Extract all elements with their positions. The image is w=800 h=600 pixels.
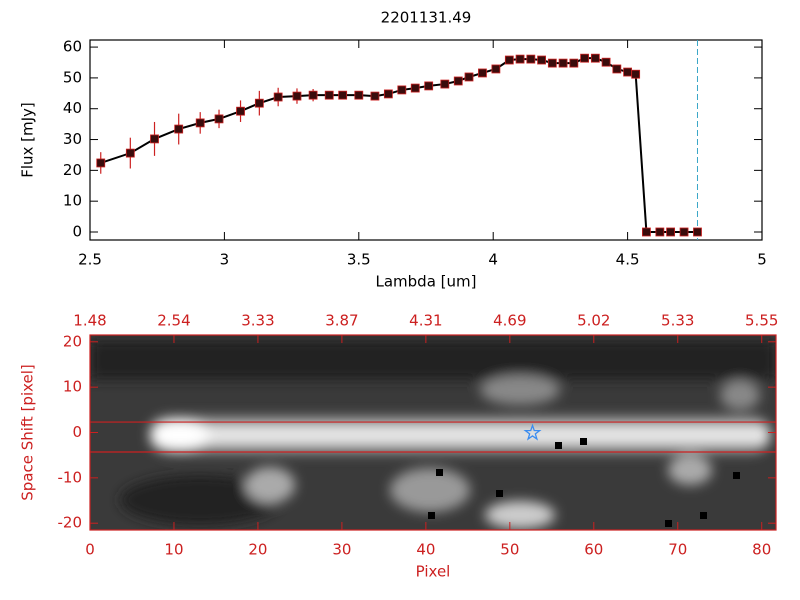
- x-axis-label: Pixel: [416, 563, 451, 581]
- data-point: [397, 85, 407, 95]
- data-point: [292, 91, 302, 101]
- data-point: [150, 134, 159, 144]
- x-tick-label: 3: [220, 251, 230, 269]
- x-tick-label: 0: [85, 541, 95, 559]
- y-tick-label: 40: [63, 99, 82, 117]
- x-tick-label: 5: [757, 251, 767, 269]
- data-point: [410, 83, 420, 93]
- y-tick-label: 10: [63, 378, 82, 396]
- data-point: [601, 57, 611, 67]
- x2-tick-label: 3.33: [241, 312, 274, 330]
- x2-tick-label: 4.69: [493, 312, 526, 330]
- y-axis-label: Space Shift [pixel]: [19, 364, 37, 501]
- y-axis-label: Flux [mJy]: [19, 102, 37, 178]
- data-point: [174, 124, 184, 134]
- data-point: [370, 91, 380, 101]
- x-tick-label: 3.5: [347, 251, 371, 269]
- data-point: [453, 76, 463, 86]
- x-tick-label: 4: [488, 251, 498, 269]
- y-tick-label: 50: [63, 68, 82, 86]
- data-point: [580, 53, 589, 63]
- x2-tick-label: 5.33: [661, 312, 694, 330]
- data-point: [125, 148, 135, 158]
- data-point: [693, 227, 702, 237]
- x-tick-label: 4.5: [616, 251, 640, 269]
- x2-tick-label: 4.31: [409, 312, 442, 330]
- x-tick-label: 20: [248, 541, 267, 559]
- data-point: [383, 89, 393, 99]
- source-star: [523, 423, 542, 441]
- data-point: [236, 106, 245, 116]
- data-point: [214, 114, 224, 124]
- data-point: [504, 55, 514, 65]
- data-point: [612, 64, 622, 74]
- x-tick-label: 50: [500, 541, 519, 559]
- x2-tick-label: 5.02: [577, 312, 610, 330]
- y-tick-label: -10: [58, 468, 83, 486]
- data-point: [655, 227, 665, 237]
- x2-tick-label: 3.87: [325, 312, 358, 330]
- y-tick-label: 20: [63, 332, 82, 350]
- data-point: [491, 64, 501, 74]
- data-point: [464, 72, 474, 82]
- data-point: [195, 118, 205, 128]
- x-tick-label: 2.5: [78, 251, 102, 269]
- data-point: [623, 67, 632, 77]
- data-point: [424, 81, 434, 91]
- data-point: [569, 58, 579, 68]
- spectral-image: [90, 335, 776, 530]
- y-tick-label: 10: [63, 192, 82, 210]
- data-point: [642, 227, 651, 237]
- data-point: [354, 90, 364, 100]
- data-point: [324, 90, 334, 100]
- data-point: [338, 90, 348, 100]
- data-point: [273, 92, 283, 102]
- data-point: [558, 58, 568, 68]
- series-line: [100, 57, 698, 233]
- x2-tick-label: 1.48: [73, 312, 106, 330]
- data-point: [308, 90, 318, 100]
- chart-title: 2201131.49: [381, 9, 472, 27]
- data-point: [547, 58, 557, 68]
- data-point: [666, 227, 676, 237]
- y-tick-label: 0: [72, 423, 82, 441]
- data-point: [478, 68, 487, 78]
- data-point: [254, 98, 264, 108]
- y-tick-label: 60: [63, 38, 82, 56]
- data-point: [537, 55, 546, 65]
- x-tick-label: 60: [584, 541, 603, 559]
- data-point: [515, 54, 525, 64]
- plot-frame: [89, 39, 763, 241]
- data-point: [590, 53, 600, 63]
- data-point: [679, 227, 689, 237]
- y-tick-label: 20: [63, 161, 82, 179]
- data-point: [631, 69, 641, 79]
- x-tick-label: 40: [416, 541, 435, 559]
- y-tick-label: -20: [58, 514, 83, 532]
- data-point: [96, 158, 106, 168]
- x2-tick-label: 5.55: [745, 312, 778, 330]
- x-tick-label: 70: [668, 541, 687, 559]
- x-axis-label: Lambda [um]: [376, 273, 477, 291]
- x-tick-label: 10: [164, 541, 183, 559]
- x-tick-label: 30: [332, 541, 351, 559]
- y-tick-label: 0: [72, 222, 82, 240]
- y-tick-label: 30: [63, 130, 82, 148]
- x-tick-label: 80: [752, 541, 771, 559]
- data-point: [526, 54, 536, 64]
- x2-tick-label: 2.54: [157, 312, 190, 330]
- data-point: [440, 79, 450, 89]
